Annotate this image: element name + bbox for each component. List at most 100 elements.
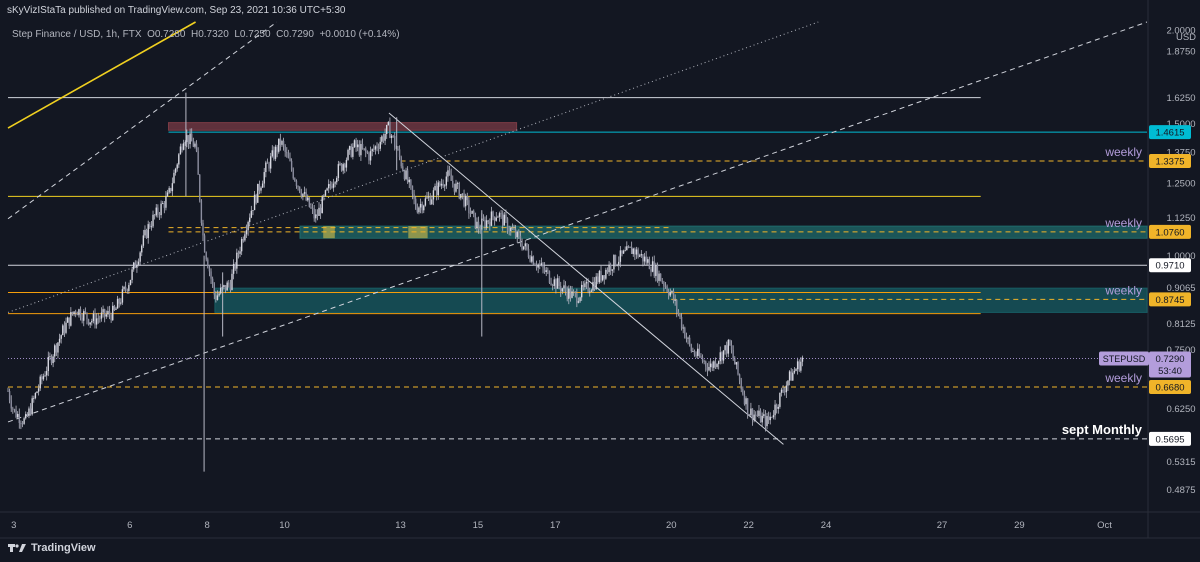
candle-body: [714, 361, 717, 367]
candle-body: [755, 414, 757, 416]
candle-body: [321, 196, 323, 214]
candle-body: [553, 279, 555, 286]
candle-body: [281, 140, 283, 145]
candle-body: [150, 226, 153, 228]
candle-body: [687, 337, 689, 339]
candle-body: [798, 361, 800, 371]
footer-brand-label: TradingView: [31, 542, 96, 554]
candle-body: [229, 284, 232, 290]
candle-body: [547, 270, 549, 272]
candle-body: [447, 170, 449, 177]
candle-body: [132, 262, 135, 270]
symbol-title: Step Finance / USD, 1h, FTX: [12, 29, 142, 40]
candle-body: [369, 151, 372, 161]
ohlc-high: H0.7320: [191, 29, 229, 40]
time-tick-label: 17: [550, 520, 561, 531]
candle-body: [406, 170, 409, 183]
candle-body: [479, 229, 481, 231]
candle-body: [20, 422, 22, 424]
candle-body: [764, 414, 767, 427]
candle-body: [766, 416, 768, 427]
candle-body: [656, 264, 659, 281]
candle-body: [89, 322, 91, 325]
candle-body: [453, 183, 456, 192]
candle-body: [767, 416, 770, 421]
current-price-bg: [1149, 351, 1191, 378]
candle-body: [205, 252, 207, 260]
candle-body: [700, 356, 702, 358]
candle-body: [659, 273, 662, 282]
current-symbol-label: STEPUSD: [1103, 354, 1146, 364]
candle-body: [643, 256, 646, 262]
candle-body: [376, 146, 378, 149]
candle-body: [331, 185, 333, 188]
candle-body: [580, 284, 583, 298]
candle-body: [761, 415, 763, 423]
candle-body: [36, 391, 38, 394]
candle-body: [542, 263, 544, 268]
candle-body: [269, 156, 272, 169]
ohlc-legend: Step Finance / USD, 1h, FTX O0.7280 H0.7…: [12, 29, 400, 40]
price-label-text: 0.6680: [1155, 383, 1184, 394]
price-tick-label: 1.6250: [1166, 93, 1195, 104]
candle-body: [666, 286, 668, 292]
price-tick-label: 1.5000: [1166, 119, 1195, 130]
candle-body: [8, 391, 11, 401]
candle-body: [78, 309, 80, 316]
price-tick-label: 0.7500: [1166, 345, 1195, 356]
tradingview-logo-icon: [8, 544, 26, 552]
candle-body: [347, 149, 349, 160]
candle-body: [748, 414, 750, 416]
candle-body: [801, 357, 804, 362]
candle-body: [671, 291, 673, 293]
candle-body: [400, 157, 402, 167]
candle-body: [216, 295, 219, 300]
candle-body: [724, 345, 726, 351]
candle-body: [534, 264, 536, 266]
price-tick-label: 0.8125: [1166, 319, 1195, 330]
ohlc-open: O0.7280: [147, 29, 186, 40]
candle-body: [464, 195, 467, 207]
candle-body: [28, 408, 30, 417]
candle-body: [110, 314, 112, 321]
candle-body: [239, 251, 241, 254]
candle-body: [473, 210, 475, 213]
candle-body: [152, 214, 154, 227]
ohlc-change: +0.0010 (+0.14%): [319, 29, 400, 40]
candle-body: [579, 297, 581, 302]
candle-body: [598, 270, 601, 283]
candle-body: [84, 311, 87, 313]
candle-body: [424, 198, 427, 206]
candle-body: [444, 185, 446, 187]
time-tick-label: 8: [205, 520, 210, 531]
candle-body: [105, 314, 108, 317]
candle-body: [711, 363, 713, 368]
candle-body: [265, 162, 267, 173]
candle-body: [145, 230, 148, 239]
footer-brand[interactable]: TradingView: [8, 542, 96, 554]
candle-body: [62, 325, 64, 336]
candle-body: [622, 250, 625, 254]
candle-body: [266, 162, 269, 164]
price-tick-label: 0.6250: [1166, 404, 1195, 415]
candle-body: [584, 283, 586, 288]
candle-body: [661, 281, 663, 283]
candle-body: [171, 183, 174, 192]
candle-body: [355, 140, 357, 148]
candle-body: [719, 352, 721, 362]
candle-body: [18, 413, 20, 423]
currency-label: USD: [1176, 32, 1196, 43]
candle-body: [16, 413, 19, 418]
time-tick-label: 6: [127, 520, 132, 531]
candle-body: [716, 364, 718, 367]
candle-body: [614, 255, 617, 266]
candle-body: [697, 348, 699, 356]
candle-body: [37, 388, 40, 392]
candle-body: [350, 146, 352, 157]
candle-body: [674, 300, 676, 302]
candle-body: [63, 325, 66, 333]
countdown-label: 53:40: [1158, 366, 1182, 377]
candle-body: [141, 245, 143, 253]
candle-body: [601, 275, 604, 281]
